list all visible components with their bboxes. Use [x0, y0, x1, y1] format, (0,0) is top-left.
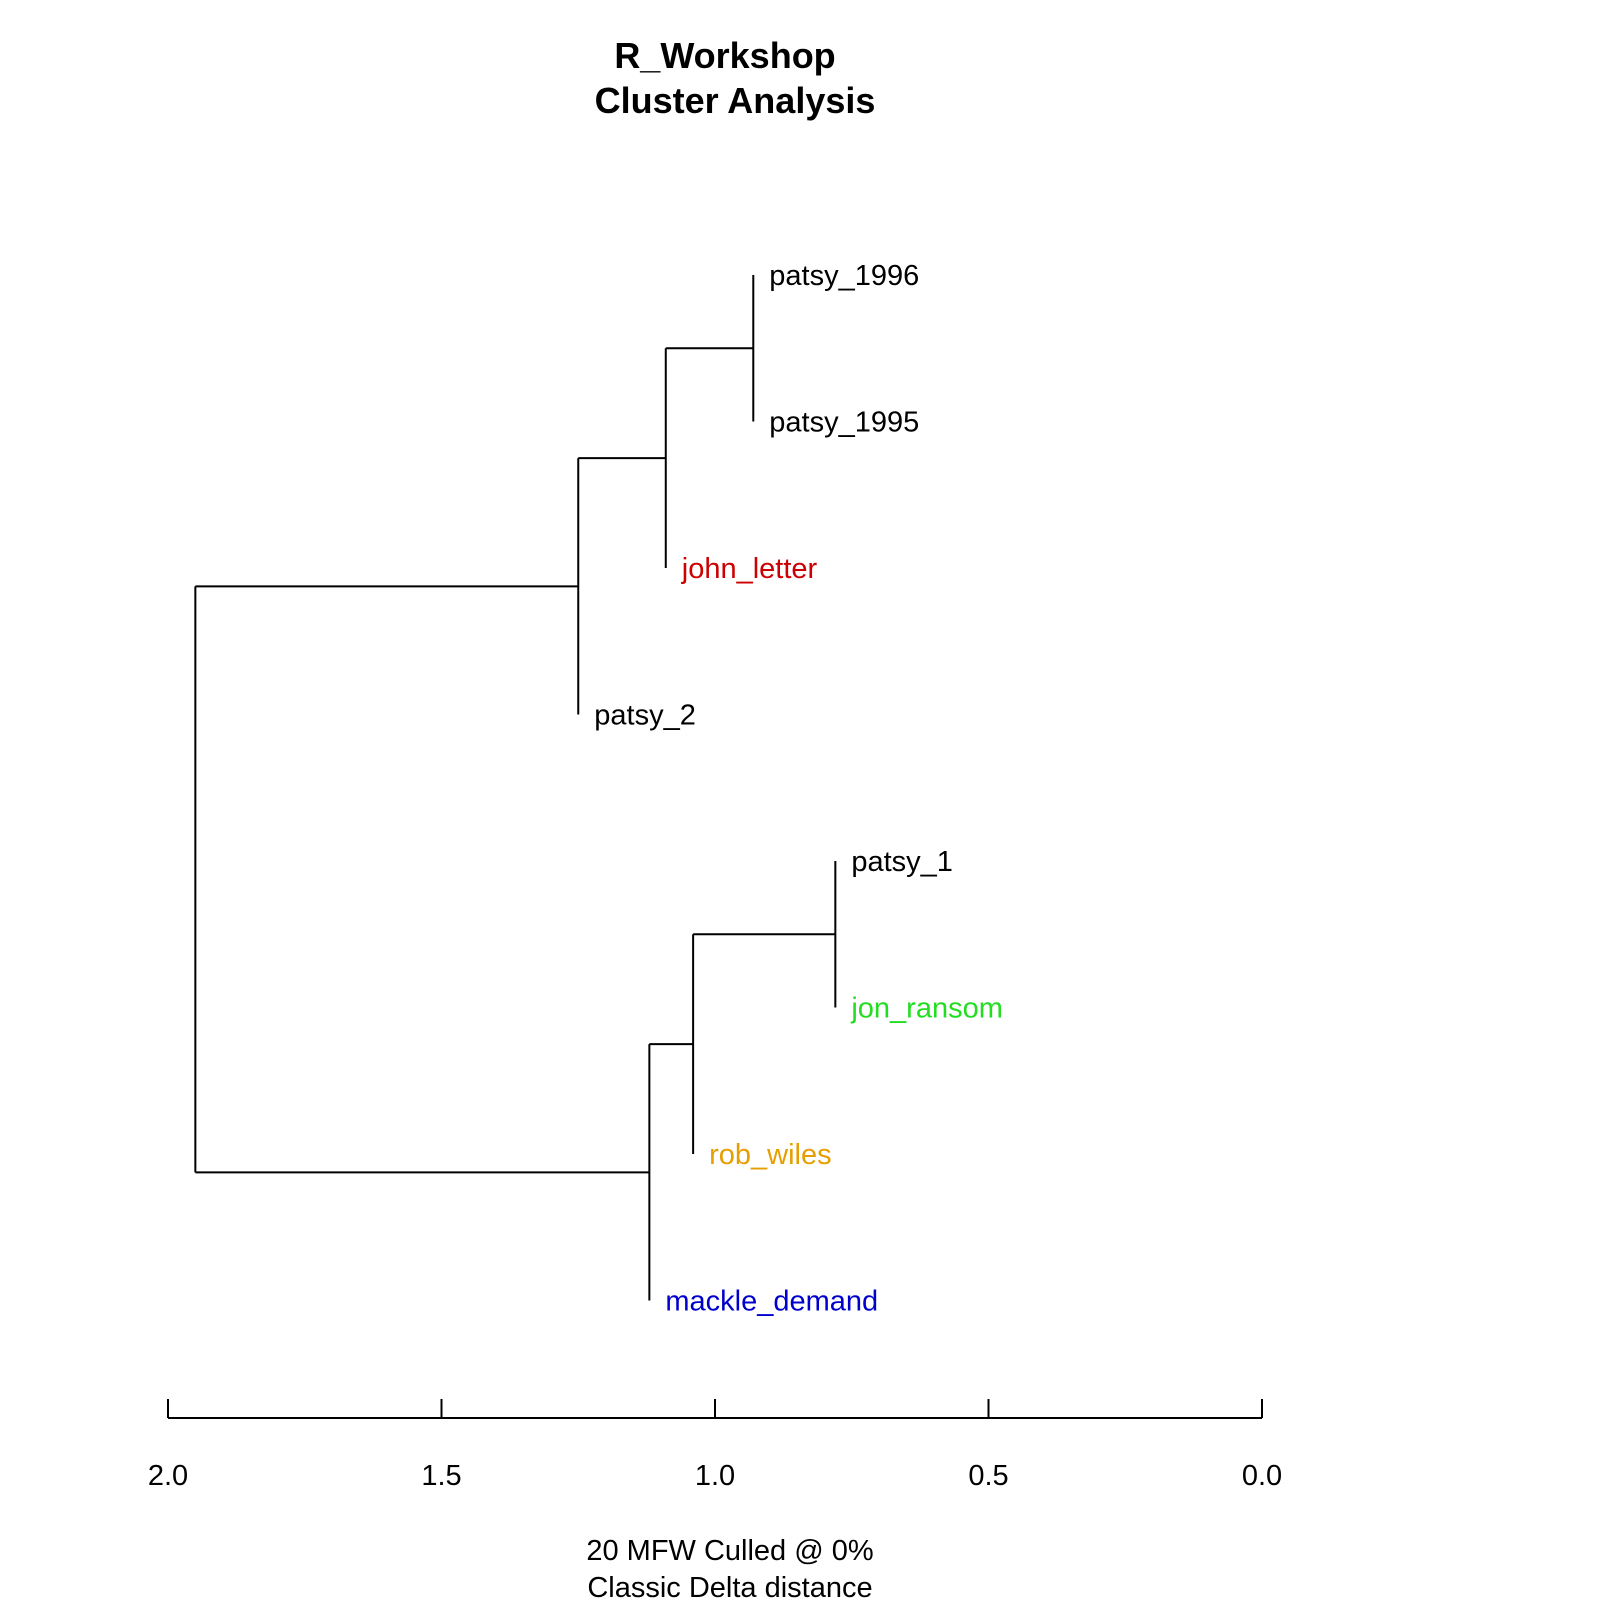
leaf-label-patsy-1995: patsy_1995 — [769, 407, 919, 439]
leaf-label-patsy-1: patsy_1 — [851, 846, 953, 878]
leaf-label-mackle-demand: mackle_demand — [665, 1286, 878, 1318]
leaf-label-rob-wiles: rob_wiles — [709, 1139, 832, 1171]
subtitle-line-1: 20 MFW Culled @ 0% — [586, 1535, 873, 1567]
x-tick-label-2: 1.0 — [695, 1460, 735, 1492]
x-tick-label-4: 0.0 — [1242, 1460, 1282, 1492]
subtitle-line-2: Classic Delta distance — [587, 1572, 872, 1600]
chart-title-line-1: R_Workshop — [614, 35, 835, 76]
chart-title-line-2: Cluster Analysis — [595, 80, 876, 121]
leaf-label-john-letter: john_letter — [681, 553, 818, 585]
dendrogram-branches — [194, 275, 837, 1301]
x-tick-label-3: 0.5 — [968, 1460, 1008, 1492]
leaf-label-patsy-2: patsy_2 — [594, 700, 696, 732]
leaf-label-jon-ransom: jon_ransom — [850, 993, 1003, 1025]
x-tick-label-1: 1.5 — [421, 1460, 461, 1492]
leaf-label-patsy-1996: patsy_1996 — [769, 260, 919, 292]
leaf-labels: patsy_1996 patsy_1995 john_letter patsy_2pa… — [594, 260, 1003, 1318]
x-tick-label-0: 2.0 — [148, 1460, 188, 1492]
x-axis: 2.0 1.5 1.0 0.5 0.0 — [148, 1399, 1282, 1492]
